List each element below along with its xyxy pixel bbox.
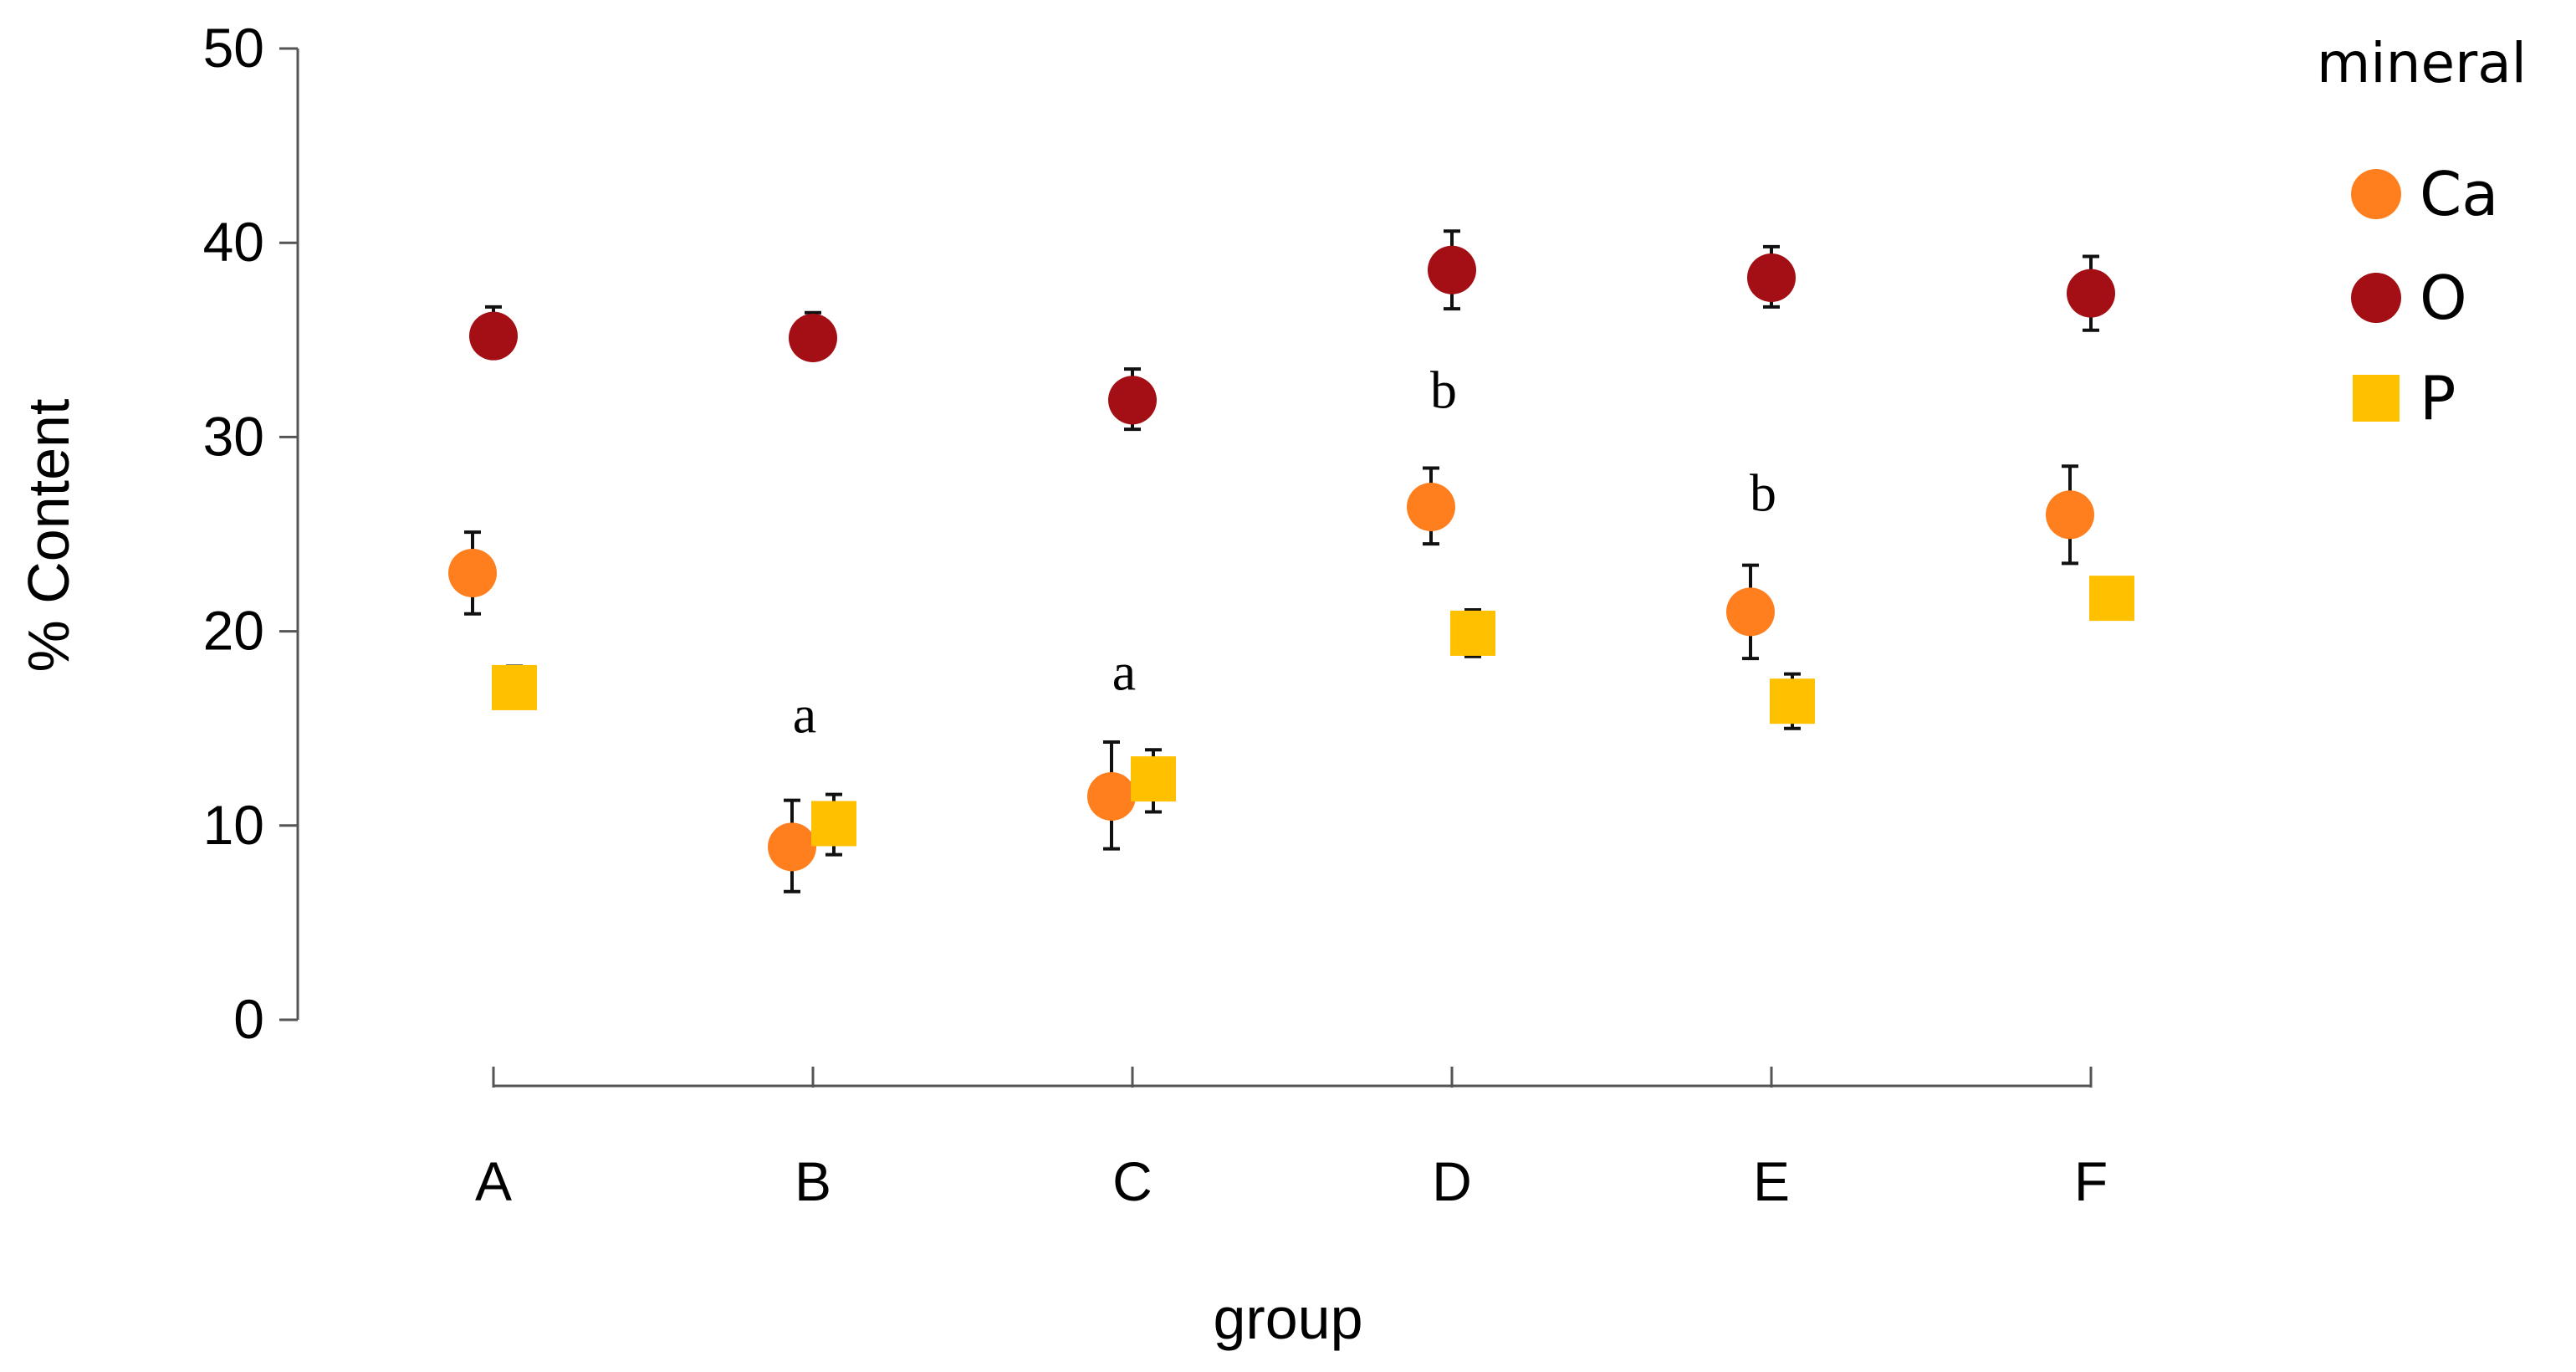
y-tick-label-40: 40 bbox=[203, 211, 264, 273]
y-tick-label-10: 10 bbox=[203, 794, 264, 856]
legend-swatch-ca bbox=[2351, 169, 2401, 219]
legend-item-p: P bbox=[2353, 363, 2456, 433]
legend-label-p: P bbox=[2420, 363, 2456, 433]
significance-label-e: b bbox=[1750, 463, 1776, 523]
point-o-a bbox=[469, 311, 518, 361]
x-axis-title: group bbox=[1213, 1286, 1362, 1351]
points-layer bbox=[448, 245, 2134, 872]
significance-label-b: a bbox=[793, 684, 816, 744]
significance-label-d: b bbox=[1430, 361, 1457, 420]
legend-label-ca: Ca bbox=[2420, 159, 2498, 229]
legend-item-o: O bbox=[2351, 263, 2467, 333]
x-tick-label-a: A bbox=[475, 1150, 512, 1212]
point-ca-b bbox=[768, 822, 816, 872]
legend-label-o: O bbox=[2420, 263, 2467, 333]
point-o-c bbox=[1108, 376, 1157, 425]
y-tick-label-20: 20 bbox=[203, 600, 264, 662]
y-axis-title: % Content bbox=[16, 399, 81, 673]
x-tick-label-c: C bbox=[1112, 1150, 1153, 1212]
legend-title: mineral bbox=[2317, 31, 2527, 95]
annotations-layer: a a b b bbox=[793, 361, 1776, 745]
x-tick-label-d: D bbox=[1432, 1150, 1472, 1212]
legend-item-ca: Ca bbox=[2351, 159, 2498, 229]
point-ca-c bbox=[1087, 771, 1136, 821]
point-p-f bbox=[2089, 576, 2134, 622]
legend-swatch-o bbox=[2351, 273, 2401, 323]
point-p-e bbox=[1770, 678, 1815, 724]
legend: mineral Ca OP bbox=[2317, 31, 2527, 433]
x-tick-label-f: F bbox=[2074, 1150, 2108, 1212]
x-tick-label-e: E bbox=[1753, 1150, 1790, 1212]
point-ca-a bbox=[448, 548, 497, 597]
point-o-f bbox=[2067, 269, 2115, 318]
legend-swatch-p bbox=[2353, 375, 2400, 422]
y-tick-label-30: 30 bbox=[203, 405, 264, 467]
y-tick-label-50: 50 bbox=[203, 17, 264, 79]
point-o-e bbox=[1747, 253, 1796, 302]
significance-label-c: a bbox=[1112, 642, 1136, 701]
error-bars-layer bbox=[464, 229, 2099, 893]
point-p-b bbox=[811, 801, 856, 847]
point-o-d bbox=[1428, 245, 1476, 294]
x-tick-label-b: B bbox=[795, 1150, 831, 1212]
point-ca-d bbox=[1407, 482, 1455, 531]
y-tick-label-0: 0 bbox=[233, 988, 264, 1050]
point-p-a bbox=[492, 664, 537, 710]
point-ca-e bbox=[1726, 587, 1775, 637]
point-p-d bbox=[1450, 610, 1495, 656]
point-o-b bbox=[789, 313, 837, 362]
point-p-c bbox=[1131, 756, 1176, 802]
point-ca-f bbox=[2046, 490, 2094, 540]
